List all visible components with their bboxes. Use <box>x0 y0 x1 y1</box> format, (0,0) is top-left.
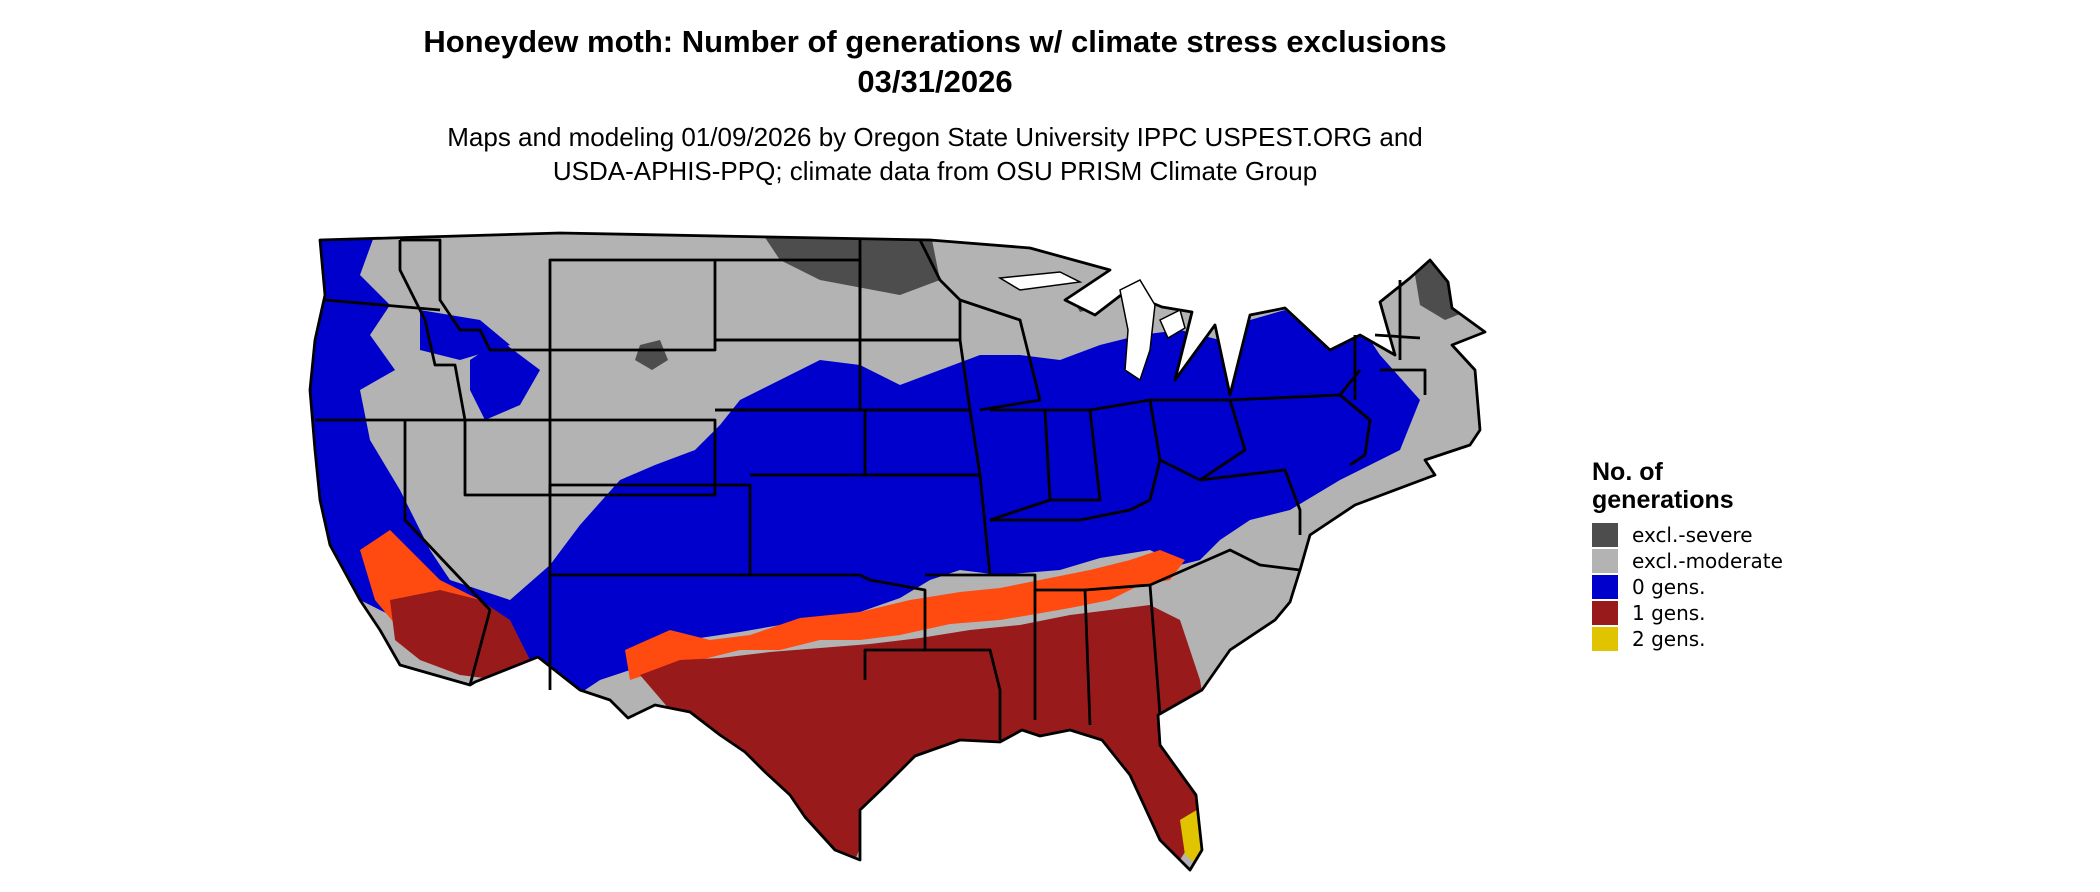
legend-swatch <box>1592 575 1618 599</box>
zone-1-gens-fringe <box>625 550 1185 680</box>
legend: No. of generations excl.-severe excl.-mo… <box>1592 458 1783 652</box>
legend-label: excl.-moderate <box>1632 549 1783 573</box>
legend-label: 0 gens. <box>1632 575 1706 599</box>
legend-title: No. of generations <box>1592 458 1783 514</box>
legend-item: excl.-severe <box>1592 522 1783 548</box>
map-title: Honeydew moth: Number of generations w/ … <box>423 24 1447 59</box>
map-credits-line1: Maps and modeling 01/09/2026 by Oregon S… <box>447 122 1423 152</box>
zone-1-gens-arizona <box>390 590 530 680</box>
great-lakes <box>997 271 1186 382</box>
us-generations-map <box>308 231 1487 872</box>
legend-item: 2 gens. <box>1592 626 1783 652</box>
map-date: 03/31/2026 <box>857 64 1013 99</box>
legend-swatch <box>1592 523 1618 547</box>
legend-label: 1 gens. <box>1632 601 1706 625</box>
zone-1-gens-core <box>640 605 1210 860</box>
legend-swatch <box>1592 549 1618 573</box>
legend-swatch <box>1592 627 1618 651</box>
generation-zones <box>310 233 1485 870</box>
legend-item: excl.-moderate <box>1592 548 1783 574</box>
legend-label: excl.-severe <box>1632 523 1753 547</box>
legend-item: 1 gens. <box>1592 600 1783 626</box>
legend-swatch <box>1592 601 1618 625</box>
map-credits-line2: USDA-APHIS-PPQ; climate data from OSU PR… <box>552 156 1318 186</box>
state-boundaries <box>308 231 1487 872</box>
legend-label: 2 gens. <box>1632 627 1706 651</box>
legend-item: 0 gens. <box>1592 574 1783 600</box>
legend-title-line1: No. of <box>1592 458 1663 486</box>
legend-title-line2: generations <box>1592 486 1734 514</box>
